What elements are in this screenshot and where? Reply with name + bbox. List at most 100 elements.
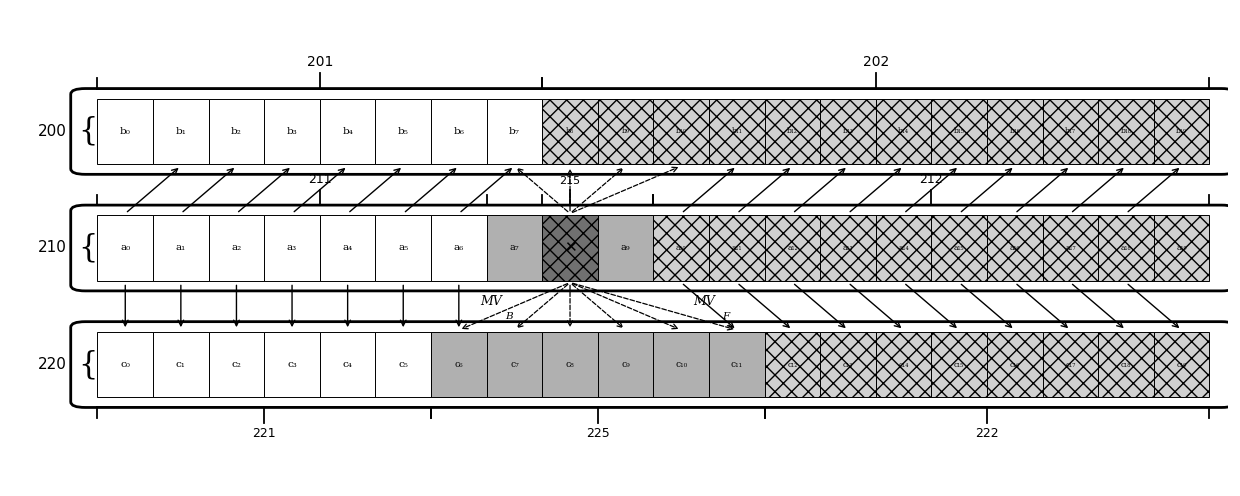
Bar (153, 99, 208, 164)
Text: 202: 202 (863, 56, 889, 69)
Text: b₁₆: b₁₆ (1009, 127, 1021, 135)
Bar (765, 332, 820, 397)
Text: b₁₃: b₁₃ (842, 127, 853, 135)
Bar (1153, 99, 1209, 164)
Bar (598, 215, 653, 281)
Bar (931, 332, 987, 397)
Bar (264, 332, 320, 397)
Bar (653, 332, 709, 397)
Text: a₁₆: a₁₆ (1009, 244, 1021, 252)
Text: c₁: c₁ (176, 360, 186, 369)
Text: a₁₅: a₁₅ (954, 244, 965, 252)
Text: c₁₂: c₁₂ (787, 361, 797, 369)
Bar (376, 332, 432, 397)
Bar (542, 332, 598, 397)
Bar (653, 99, 709, 164)
Text: b₂: b₂ (231, 127, 242, 136)
Bar (153, 215, 208, 281)
Text: c₁₀: c₁₀ (675, 360, 687, 369)
Text: MV: MV (481, 295, 502, 308)
Text: a₁₄: a₁₄ (898, 244, 909, 252)
Bar (432, 215, 486, 281)
Text: b₁₅: b₁₅ (954, 127, 965, 135)
Text: c₉: c₉ (621, 360, 630, 369)
Bar (987, 215, 1043, 281)
Bar (486, 99, 542, 164)
Text: b₅: b₅ (398, 127, 409, 136)
Text: b₁₇: b₁₇ (1065, 127, 1076, 135)
Text: {: { (78, 116, 98, 147)
Bar (1043, 332, 1099, 397)
Bar (320, 99, 376, 164)
Text: {: { (78, 349, 98, 380)
Text: b₈: b₈ (565, 127, 574, 135)
Text: a₁₃: a₁₃ (843, 244, 853, 252)
Text: c₇: c₇ (510, 360, 518, 369)
Bar (376, 215, 432, 281)
Text: a₂: a₂ (232, 244, 242, 252)
Text: c₂: c₂ (232, 360, 242, 369)
Text: b₇: b₇ (508, 127, 520, 136)
Bar (709, 215, 765, 281)
Text: B: B (505, 312, 512, 321)
Bar (98, 99, 153, 164)
Bar (320, 215, 376, 281)
Text: a₁₈: a₁₈ (1121, 244, 1131, 252)
Text: 211: 211 (308, 173, 331, 186)
Bar (432, 332, 486, 397)
Text: b₉: b₉ (621, 127, 630, 135)
Bar (820, 99, 875, 164)
Text: b₁₄: b₁₄ (898, 127, 909, 135)
Bar (1099, 332, 1153, 397)
Text: b₁₁: b₁₁ (732, 127, 743, 135)
Bar (820, 215, 875, 281)
Text: c₆: c₆ (455, 360, 464, 369)
Text: b₆: b₆ (454, 127, 464, 136)
Text: c₁₃: c₁₃ (843, 361, 853, 369)
Text: c₁₁: c₁₁ (730, 360, 743, 369)
Bar (653, 215, 709, 281)
Text: 212: 212 (920, 173, 944, 186)
Text: 201: 201 (306, 56, 334, 69)
Bar (987, 99, 1043, 164)
Bar (320, 332, 376, 397)
Bar (432, 99, 486, 164)
Bar (875, 332, 931, 397)
Bar (98, 215, 153, 281)
Bar (931, 99, 987, 164)
Text: a₅: a₅ (398, 244, 408, 252)
Bar (486, 332, 542, 397)
Bar (208, 215, 264, 281)
Text: b₃: b₃ (286, 127, 298, 136)
Text: a₁₉: a₁₉ (1177, 244, 1187, 252)
Bar (598, 99, 653, 164)
Bar (98, 332, 153, 397)
Text: c₁₄: c₁₄ (899, 361, 909, 369)
Text: b₀: b₀ (120, 127, 130, 136)
Text: c₁₇: c₁₇ (1065, 361, 1075, 369)
Text: a₁₁: a₁₁ (732, 244, 742, 252)
Text: a₄: a₄ (342, 244, 352, 252)
Text: 210: 210 (38, 241, 67, 255)
Text: a₉: a₉ (621, 244, 630, 252)
Bar (542, 99, 598, 164)
Text: a₆: a₆ (454, 244, 464, 252)
Text: c₁₉: c₁₉ (1177, 361, 1187, 369)
Text: b₄: b₄ (342, 127, 353, 136)
Bar (1153, 332, 1209, 397)
Bar (153, 332, 208, 397)
Text: a₃: a₃ (286, 244, 298, 252)
Text: 200: 200 (38, 124, 67, 139)
Text: a₁₂: a₁₂ (787, 244, 797, 252)
Bar (1153, 215, 1209, 281)
Bar (1043, 99, 1099, 164)
Bar (264, 215, 320, 281)
Bar (1099, 99, 1153, 164)
Text: c₀: c₀ (120, 360, 130, 369)
Bar (931, 215, 987, 281)
Text: c₅: c₅ (398, 360, 408, 369)
Text: b₁₉: b₁₉ (1176, 127, 1187, 135)
Text: a₁: a₁ (176, 244, 186, 252)
Bar (264, 99, 320, 164)
Text: {: { (78, 233, 98, 263)
